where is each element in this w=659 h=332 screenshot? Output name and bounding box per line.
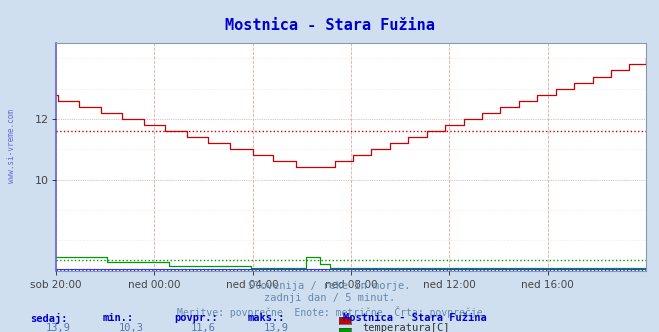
Text: www.si-vreme.com: www.si-vreme.com [7,109,16,183]
Text: min.:: min.: [102,313,133,323]
Text: Slovenija / reke in morje.: Slovenija / reke in morje. [248,281,411,290]
Text: maks.:: maks.: [247,313,285,323]
Text: 13,9: 13,9 [264,323,289,332]
Text: 11,6: 11,6 [191,323,216,332]
Text: Mostnica - Stara Fužina: Mostnica - Stara Fužina [225,18,434,33]
Text: povpr.:: povpr.: [175,313,218,323]
Text: Meritve: povprečne  Enote: metrične  Črta: povprečje: Meritve: povprečne Enote: metrične Črta:… [177,306,482,318]
Text: temperatura[C]: temperatura[C] [362,323,450,332]
Text: sedaj:: sedaj: [30,313,67,324]
Text: 13,9: 13,9 [46,323,71,332]
Text: Mostnica - Stara Fužina: Mostnica - Stara Fužina [343,313,486,323]
Text: zadnji dan / 5 minut.: zadnji dan / 5 minut. [264,293,395,303]
Text: 10,3: 10,3 [119,323,144,332]
